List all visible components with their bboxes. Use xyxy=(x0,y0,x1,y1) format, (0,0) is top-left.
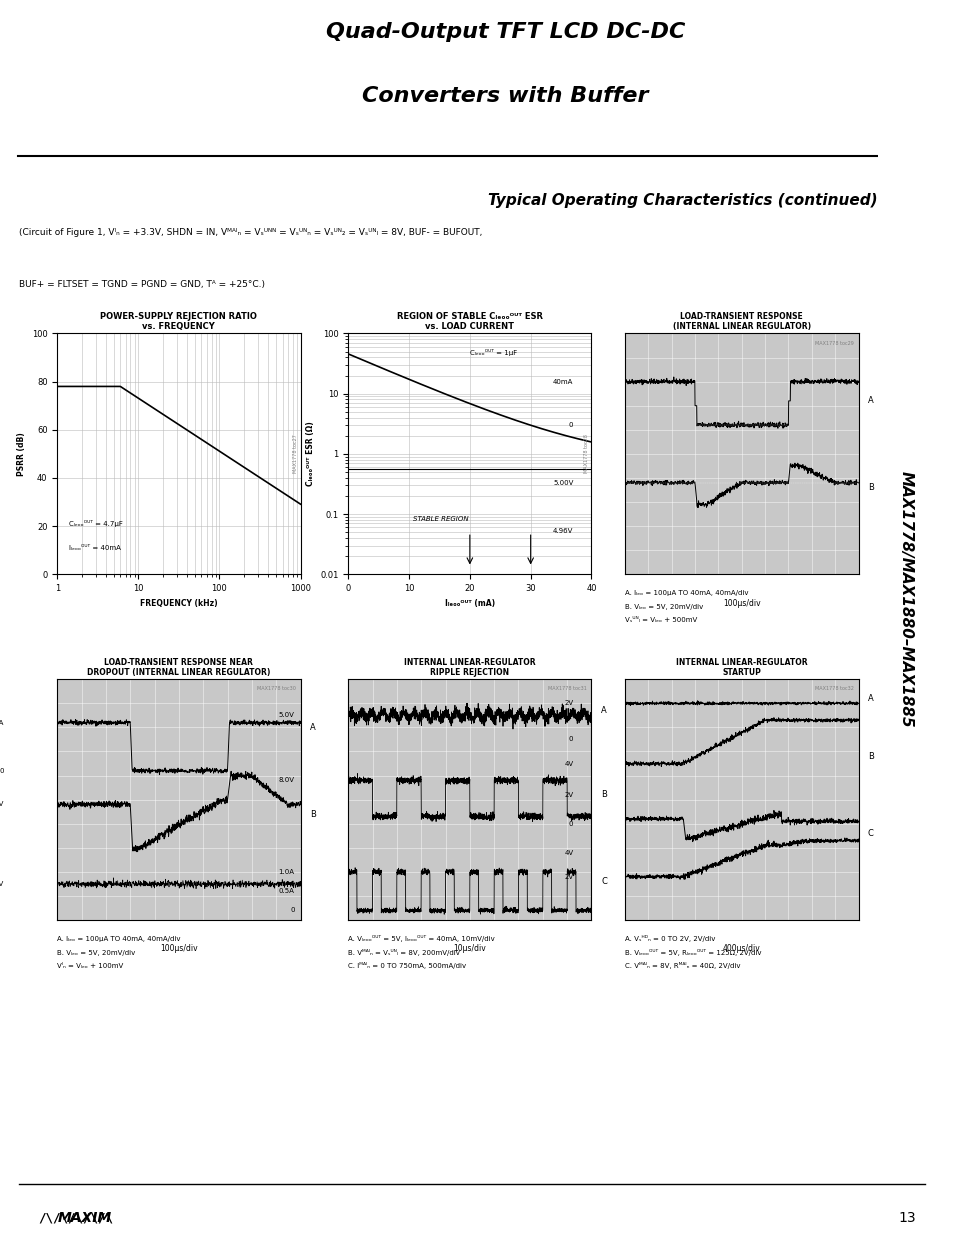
Title: INTERNAL LINEAR-REGULATOR
RIPPLE REJECTION: INTERNAL LINEAR-REGULATOR RIPPLE REJECTI… xyxy=(404,658,535,677)
Y-axis label: Cₗₑₒₒᴼᵁᵀ ESR (Ω): Cₗₑₒₒᴼᵁᵀ ESR (Ω) xyxy=(305,421,314,487)
Text: Vᴵₙ = Vₗₑₒ + 100mV: Vᴵₙ = Vₗₑₒ + 100mV xyxy=(57,963,123,969)
Text: Vₛᵁᴺₗ = Vₗₑₒ + 500mV: Vₛᵁᴺₗ = Vₗₑₒ + 500mV xyxy=(624,618,697,624)
Text: 40mA: 40mA xyxy=(0,720,4,726)
Text: MAX1778 toc31: MAX1778 toc31 xyxy=(547,687,586,692)
Text: B. Vₗₑₒ = 5V, 20mV/div: B. Vₗₑₒ = 5V, 20mV/div xyxy=(624,604,702,610)
Text: C: C xyxy=(600,877,606,885)
Text: B: B xyxy=(867,483,873,492)
Text: Cₗₑₒₒᴼᵁᵀ = 4.7μF: Cₗₑₒₒᴼᵁᵀ = 4.7μF xyxy=(70,520,123,527)
Text: C: C xyxy=(867,829,873,837)
Text: 100μs/div: 100μs/div xyxy=(160,945,197,953)
Title: POWER-SUPPLY REJECTION RATIO
vs. FREQUENCY: POWER-SUPPLY REJECTION RATIO vs. FREQUEN… xyxy=(100,312,257,331)
X-axis label: Iₗₑₒₒᴼᵁᵀ (mA): Iₗₑₒₒᴼᵁᵀ (mA) xyxy=(444,599,495,608)
Text: B: B xyxy=(310,810,315,819)
Text: A. Vₗₑₒₒᴼᵁᵀ = 5V, Iₗₑₒₒᴼᵁᵀ = 40mA, 10mV/div: A. Vₗₑₒₒᴼᵁᵀ = 5V, Iₗₑₒₒᴼᵁᵀ = 40mA, 10mV/… xyxy=(348,935,495,942)
Text: (Circuit of Figure 1, Vᴵₙ = +3.3V, SHDN = IN, Vᴹᴬᴵₙ = Vₛᵁᴺᴺ = Vₛᵁᴺₙ = Vₛᵁᴺ₂ = Vₛ: (Circuit of Figure 1, Vᴵₙ = +3.3V, SHDN … xyxy=(19,228,482,237)
Text: 0: 0 xyxy=(568,736,573,742)
Text: B: B xyxy=(867,752,873,761)
Text: Typical Operating Characteristics (continued): Typical Operating Characteristics (conti… xyxy=(488,193,877,207)
Text: MAX1778/MAX1880–MAX1885: MAX1778/MAX1880–MAX1885 xyxy=(898,471,913,727)
Text: 0: 0 xyxy=(568,821,573,826)
Text: 1.0A: 1.0A xyxy=(278,869,294,874)
Text: 5.0V: 5.0V xyxy=(278,713,294,719)
Text: 4.94V: 4.94V xyxy=(0,881,4,887)
Text: 0: 0 xyxy=(568,422,573,429)
Title: INTERNAL LINEAR-REGULATOR
STARTUP: INTERNAL LINEAR-REGULATOR STARTUP xyxy=(676,658,806,677)
Text: B. Vₗₑₒₒᴼᵁᵀ = 5V, Rₗₑₒₒᴼᵁᵀ = 125Ω, 2V/div: B. Vₗₑₒₒᴼᵁᵀ = 5V, Rₗₑₒₒᴼᵁᵀ = 125Ω, 2V/di… xyxy=(624,948,760,956)
Text: STABLE REGION: STABLE REGION xyxy=(413,516,468,522)
Text: A: A xyxy=(867,694,873,703)
Text: 0.5A: 0.5A xyxy=(278,888,294,894)
Title: LOAD-TRANSIENT RESPONSE
(INTERNAL LINEAR REGULATOR): LOAD-TRANSIENT RESPONSE (INTERNAL LINEAR… xyxy=(672,312,810,331)
Title: REGION OF STABLE Cₗₑₒₒᴼᵁᵀ ESR
vs. LOAD CURRENT: REGION OF STABLE Cₗₑₒₒᴼᵁᵀ ESR vs. LOAD C… xyxy=(396,312,542,331)
Text: B: B xyxy=(600,790,606,799)
Text: /\/\/\/\/\: /\/\/\/\/\ xyxy=(38,1212,113,1225)
Text: A. Iₗₑₒ = 100μA TO 40mA, 40mA/div: A. Iₗₑₒ = 100μA TO 40mA, 40mA/div xyxy=(624,590,747,597)
Text: 2V: 2V xyxy=(564,700,573,706)
Text: 5.00V: 5.00V xyxy=(553,479,573,485)
Text: MAX1778 toc27: MAX1778 toc27 xyxy=(293,435,298,473)
Text: C. Vᴹᴬᴵₙ = 8V, Rᴹᴬᴵₙ = 40Ω, 2V/div: C. Vᴹᴬᴵₙ = 8V, Rᴹᴬᴵₙ = 40Ω, 2V/div xyxy=(624,962,740,969)
Text: MAX1778 toc29: MAX1778 toc29 xyxy=(814,341,853,346)
Text: 100μs/div: 100μs/div xyxy=(722,599,760,608)
Text: Quad-Output TFT LCD DC-DC: Quad-Output TFT LCD DC-DC xyxy=(326,22,684,42)
Text: C. Iᴹᴬᴵₙ = 0 TO 750mA, 500mA/div: C. Iᴹᴬᴵₙ = 0 TO 750mA, 500mA/div xyxy=(348,962,466,969)
Text: 400μs/div: 400μs/div xyxy=(722,945,760,953)
Text: A: A xyxy=(600,706,606,715)
Text: A: A xyxy=(867,396,873,405)
Text: 10μs/div: 10μs/div xyxy=(453,945,486,953)
Text: A. Vₛᴴᴰₙ = 0 TO 2V, 2V/div: A. Vₛᴴᴰₙ = 0 TO 2V, 2V/div xyxy=(624,935,715,942)
Text: B. Vₗₑₒ = 5V, 20mV/div: B. Vₗₑₒ = 5V, 20mV/div xyxy=(57,950,135,956)
Text: BUF+ = FLTSET = TGND = PGND = GND, Tᴬ = +25°C.): BUF+ = FLTSET = TGND = PGND = GND, Tᴬ = … xyxy=(19,280,265,289)
Text: 2V: 2V xyxy=(564,792,573,798)
Text: 4V: 4V xyxy=(564,850,573,856)
Text: MAX1778 toc28: MAX1778 toc28 xyxy=(583,435,589,473)
Text: MAXIM: MAXIM xyxy=(57,1212,112,1225)
Text: MAX1778 toc30: MAX1778 toc30 xyxy=(256,687,295,692)
Text: 0: 0 xyxy=(0,768,4,774)
Text: A. Iₗₑₒ = 100μA TO 40mA, 40mA/div: A. Iₗₑₒ = 100μA TO 40mA, 40mA/div xyxy=(57,936,180,942)
Text: Converters with Buffer: Converters with Buffer xyxy=(362,86,648,106)
Y-axis label: PSRR (dB): PSRR (dB) xyxy=(17,432,26,475)
Text: 8.0V: 8.0V xyxy=(278,777,294,783)
Text: 4.96V: 4.96V xyxy=(553,527,573,534)
Text: 0: 0 xyxy=(290,908,294,914)
Title: LOAD-TRANSIENT RESPONSE NEAR
DROPOUT (INTERNAL LINEAR REGULATOR): LOAD-TRANSIENT RESPONSE NEAR DROPOUT (IN… xyxy=(87,658,271,677)
Text: Cₗₑₒₒᴼᵁᵀ = 1μF: Cₗₑₒₒᴼᵁᵀ = 1μF xyxy=(469,350,517,356)
Text: 40mA: 40mA xyxy=(553,379,573,384)
Text: Iₗₑₒₒᴼᵁᵀ = 40mA: Iₗₑₒₒᴼᵁᵀ = 40mA xyxy=(70,545,121,551)
Text: B. Vᴹᴬᴵₙ = Vₛᵁᴺₗ = 8V, 200mV/div: B. Vᴹᴬᴵₙ = Vₛᵁᴺₗ = 8V, 200mV/div xyxy=(348,948,459,956)
Text: A: A xyxy=(310,722,315,732)
Text: 4V: 4V xyxy=(564,761,573,767)
Text: 5.00V: 5.00V xyxy=(0,802,4,808)
X-axis label: FREQUENCY (kHz): FREQUENCY (kHz) xyxy=(140,599,217,608)
Text: MAX1778 toc32: MAX1778 toc32 xyxy=(814,687,853,692)
Text: 13: 13 xyxy=(898,1212,915,1225)
Text: 2V: 2V xyxy=(564,873,573,879)
